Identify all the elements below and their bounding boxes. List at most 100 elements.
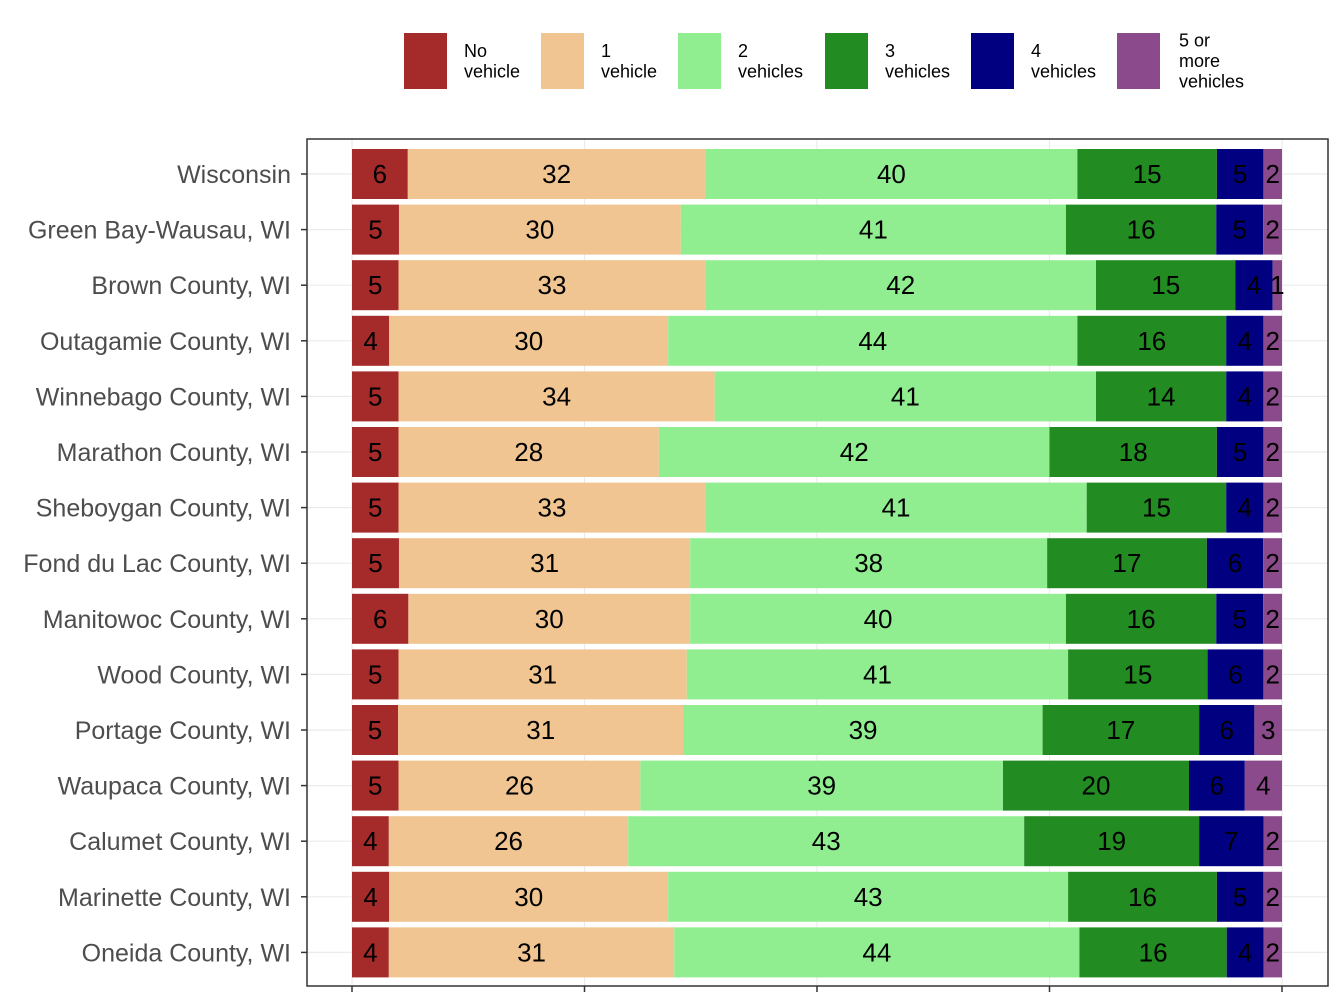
- data-label: 4: [363, 826, 377, 856]
- category-label: Green Bay-Wausau, WI: [28, 217, 291, 245]
- bar-segment: [1065, 593, 1217, 644]
- category-label: Manitowoc County, WI: [43, 606, 291, 634]
- bar-segment: [1024, 816, 1200, 867]
- data-label: 19: [1097, 826, 1126, 856]
- bar-segment: [398, 371, 715, 422]
- data-label: 2: [1265, 604, 1279, 634]
- bar-segment: [640, 760, 1003, 811]
- data-label: 32: [542, 159, 571, 189]
- legend-swatch: [971, 33, 1014, 89]
- data-label: 16: [1128, 882, 1157, 912]
- category-label: Winnebago County, WI: [36, 383, 291, 411]
- category-labels: Wisconsin Green Bay-Wausau, WI Brown Count…: [23, 161, 307, 967]
- data-label: 6: [373, 604, 387, 634]
- bar-segment: [686, 649, 1069, 700]
- bar-segment: [1263, 538, 1282, 589]
- bar-segment: [398, 538, 691, 589]
- bar-segment: [1047, 538, 1207, 589]
- bar-segment: [1096, 260, 1236, 311]
- data-label: 5: [368, 715, 382, 745]
- data-label: 2: [1265, 326, 1279, 356]
- data-label: 33: [537, 493, 566, 523]
- category-label: Waupaca County, WI: [58, 773, 291, 801]
- legend-swatch: [678, 33, 721, 89]
- bar-segment: [628, 816, 1025, 867]
- bar-segment: [658, 427, 1050, 477]
- bar-segment: [1189, 760, 1245, 811]
- data-label: 26: [494, 826, 523, 856]
- bar-segment: [352, 649, 399, 700]
- bar-segment: [690, 538, 1048, 589]
- bar-segment: [352, 371, 399, 422]
- bar-segment: [1263, 482, 1282, 533]
- data-label: 42: [840, 437, 869, 467]
- data-label: 6: [1228, 659, 1242, 689]
- data-label: 41: [863, 659, 892, 689]
- bar-segment: [398, 427, 659, 477]
- bar-segment: [398, 482, 706, 533]
- bar-segment: [1226, 482, 1264, 533]
- bar-segment: [1079, 927, 1227, 978]
- value-labels: 6 32 40 15 5 25 30 41 16 5 25 33 42 15 4 14 30 44 16 4 25 34 4…: [363, 159, 1284, 967]
- legend-label: 2 vehicles: [738, 41, 803, 82]
- legend-label: No vehicle: [464, 41, 520, 82]
- data-label: 4: [1256, 771, 1270, 801]
- data-label: 17: [1113, 548, 1142, 578]
- bar-segment: [352, 593, 409, 644]
- bar-segment: [352, 427, 399, 477]
- legend-item: 4 vehicles: [971, 33, 1096, 89]
- bar-segment: [1272, 260, 1282, 311]
- data-label: 2: [1265, 659, 1279, 689]
- category-label: Brown County, WI: [91, 272, 291, 300]
- bar-segment: [408, 593, 691, 644]
- category-label: Fond du Lac County, WI: [23, 550, 291, 578]
- data-label: 15: [1123, 659, 1152, 689]
- bar-segment: [388, 816, 629, 867]
- data-label: 31: [528, 659, 557, 689]
- data-label: 31: [517, 937, 546, 967]
- data-label: 6: [1220, 715, 1234, 745]
- data-label: 5: [368, 270, 382, 300]
- bar-segment: [1216, 149, 1264, 199]
- category-label: Marathon County, WI: [57, 439, 291, 467]
- data-label: 2: [1266, 937, 1280, 967]
- data-label: 39: [849, 715, 878, 745]
- data-label: 20: [1082, 771, 1111, 801]
- data-label: 4: [363, 882, 377, 912]
- data-label: 44: [862, 937, 891, 967]
- data-label: 30: [514, 882, 543, 912]
- category-label: Portage County, WI: [75, 717, 291, 745]
- data-label: 5: [368, 215, 382, 245]
- data-label: 5: [368, 437, 382, 467]
- data-label: 33: [537, 270, 566, 300]
- category-label: Wood County, WI: [97, 661, 291, 689]
- bar-segment: [705, 482, 1087, 533]
- data-label: 15: [1133, 159, 1162, 189]
- panel-border: [306, 138, 1329, 987]
- bar-segment: [1226, 315, 1264, 366]
- bar-segment: [352, 760, 399, 811]
- bar-segment: [1199, 816, 1264, 867]
- data-label: 6: [1210, 771, 1224, 801]
- bar-segment: [1003, 760, 1189, 811]
- legend-item: No vehicle: [404, 33, 520, 89]
- data-label: 2: [1265, 882, 1279, 912]
- bar-segment: [1263, 315, 1282, 366]
- data-label: 4: [363, 937, 377, 967]
- data-label: 4: [1238, 326, 1252, 356]
- bar-segment: [1263, 871, 1282, 922]
- data-label: 5: [368, 381, 382, 411]
- bar-segment: [352, 260, 399, 311]
- data-label: 44: [858, 326, 887, 356]
- bar-segment: [680, 204, 1066, 255]
- bar-segment: [398, 204, 681, 255]
- category-label: Sheboygan County, WI: [36, 495, 291, 523]
- legend-label: 5 or more vehicles: [1179, 31, 1244, 92]
- data-label: 26: [505, 771, 534, 801]
- bar-segment: [1263, 371, 1282, 422]
- data-label: 4: [1238, 493, 1252, 523]
- legend-swatch: [1117, 33, 1160, 89]
- data-label: 30: [514, 326, 543, 356]
- data-label: 40: [877, 159, 906, 189]
